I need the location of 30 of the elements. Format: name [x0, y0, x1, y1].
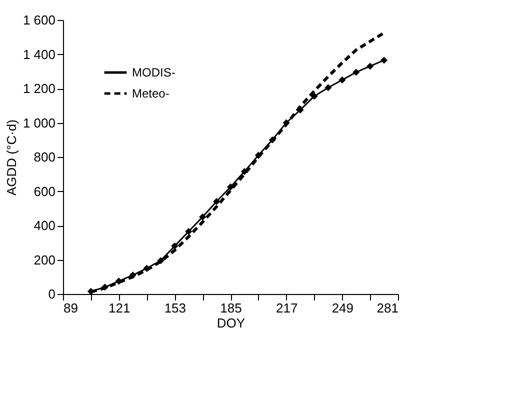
x-tick-label: 281: [376, 300, 398, 316]
point: [171, 242, 178, 250]
y-tick-label: 1 400: [22, 46, 56, 62]
point: [338, 76, 346, 84]
legend-label: Meteo-: [132, 86, 170, 100]
point: [213, 198, 220, 206]
y-tick-label: 0: [48, 286, 56, 302]
legend-label: MODIS-: [132, 66, 176, 80]
y-axis-title: AGDD (°C·d): [4, 120, 19, 196]
x-tick-label: 153: [164, 300, 186, 316]
y-tick-label: 1 200: [22, 81, 56, 96]
x-tick-label: 185: [220, 300, 242, 316]
point: [324, 84, 332, 92]
y-tick-label: 1 600: [22, 12, 56, 28]
point: [380, 56, 388, 64]
point: [226, 183, 234, 191]
x-axis-title: DOY: [216, 316, 246, 330]
y-tick-label: 1 000: [22, 115, 56, 130]
y-tick-label: 800: [34, 150, 56, 164]
y-tick-label: 600: [34, 184, 56, 199]
x-tick-label: 249: [332, 300, 354, 316]
point: [366, 62, 374, 70]
y-tick-label: 200: [34, 252, 56, 268]
x-tick-label: 121: [108, 300, 130, 316]
point: [185, 228, 192, 236]
y-tick-label: 400: [34, 218, 56, 233]
point: [199, 213, 206, 220]
point: [352, 68, 360, 76]
x-tick-label: 217: [276, 300, 298, 316]
x-tick-label: 89: [64, 300, 78, 316]
